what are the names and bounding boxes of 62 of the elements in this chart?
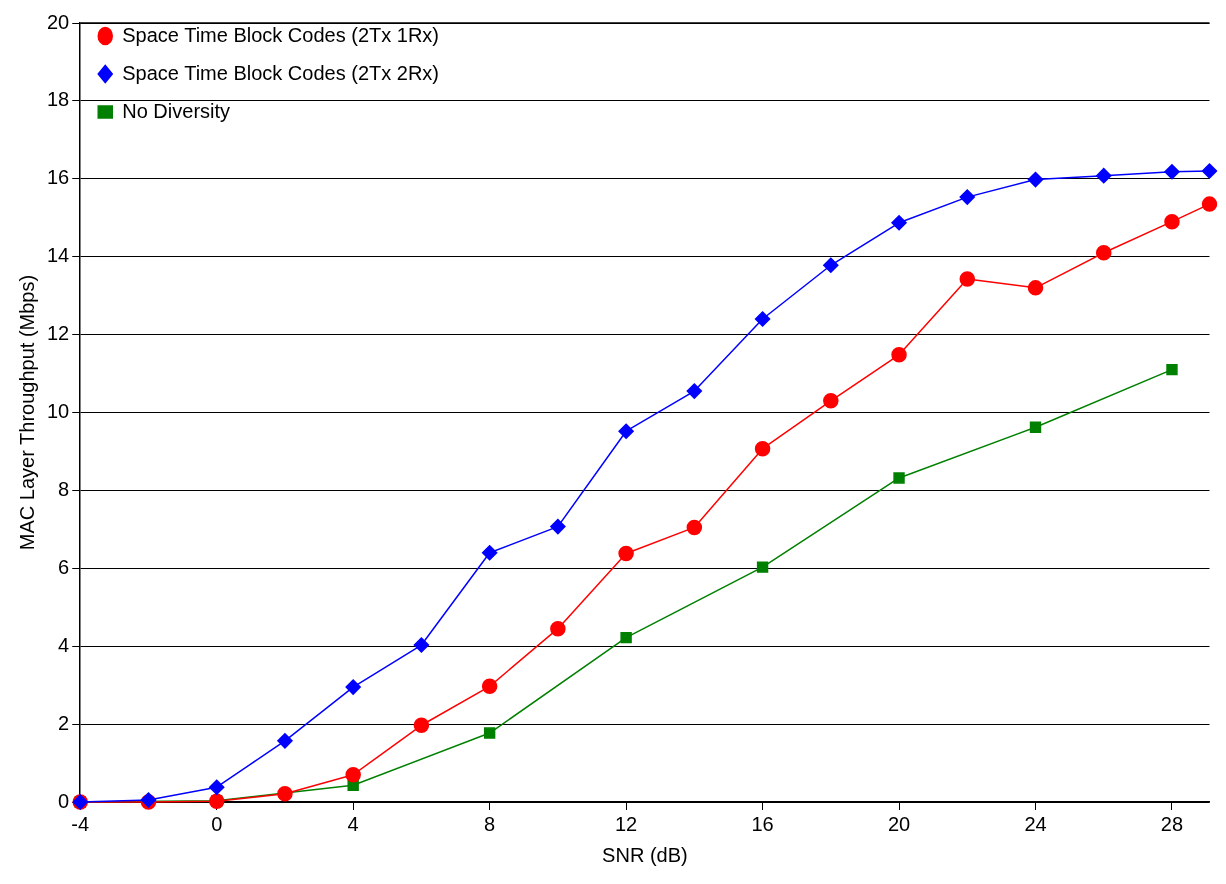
point — [277, 733, 293, 749]
point — [823, 257, 839, 274]
point — [754, 311, 771, 327]
point — [1164, 164, 1180, 180]
point — [413, 637, 430, 653]
y-tick-label: 4 — [58, 633, 70, 656]
point — [1201, 196, 1218, 212]
y-tick-label: 12 — [47, 322, 70, 345]
point — [550, 620, 566, 637]
y-tick-label: 8 — [58, 477, 70, 500]
y-tick-label: 16 — [47, 166, 70, 189]
point — [483, 727, 496, 739]
x-tick-label: 20 — [887, 812, 911, 835]
point — [1164, 213, 1180, 230]
x-tick-label: 8 — [484, 812, 496, 835]
y-tick-label: 20 — [47, 10, 70, 33]
point — [1095, 245, 1112, 261]
legend-label: Space Time Block Codes (2Tx 1Rx) — [122, 23, 440, 46]
y-tick-label: 14 — [47, 244, 70, 267]
point — [686, 383, 703, 399]
y-axis-title: MAC Layer Throughput (Mbps) — [15, 274, 38, 551]
legend-label: Space Time Block Codes (2Tx 2Rx) — [122, 61, 440, 84]
point — [618, 545, 634, 562]
point — [686, 519, 703, 536]
point — [1027, 171, 1044, 188]
point — [823, 393, 839, 409]
y-tick-label: 18 — [47, 88, 70, 111]
point — [1027, 280, 1044, 296]
point — [959, 271, 976, 287]
x-tick-label: 28 — [1160, 812, 1184, 835]
point — [481, 678, 498, 695]
point — [1166, 363, 1178, 376]
point — [756, 561, 769, 573]
point — [620, 631, 632, 644]
point — [754, 440, 771, 457]
point — [893, 472, 905, 484]
point — [618, 423, 634, 439]
x-tick-label: 4 — [347, 812, 359, 835]
point — [345, 766, 361, 783]
legend-label: No Diversity — [122, 99, 231, 122]
x-tick-label: 0 — [211, 812, 223, 835]
y-tick-label: 10 — [47, 400, 70, 423]
point — [1095, 167, 1112, 184]
y-tick-label: 2 — [58, 711, 70, 734]
x-axis-title: SNR (dB) — [602, 843, 688, 866]
y-tick-label: 0 — [58, 789, 70, 812]
x-tick-label: 12 — [614, 812, 638, 835]
x-tick-label: -4 — [71, 812, 90, 835]
point — [550, 518, 566, 535]
x-tick-label: 24 — [1024, 812, 1047, 835]
point — [959, 189, 976, 205]
point — [345, 679, 361, 695]
point — [891, 347, 907, 363]
point — [208, 779, 225, 795]
point — [413, 717, 430, 734]
y-tick-label: 6 — [58, 555, 70, 578]
point — [1029, 421, 1042, 433]
x-tick-label: 16 — [751, 812, 774, 835]
point — [1201, 163, 1218, 179]
point — [891, 215, 907, 231]
point — [277, 786, 293, 802]
point — [481, 544, 498, 561]
